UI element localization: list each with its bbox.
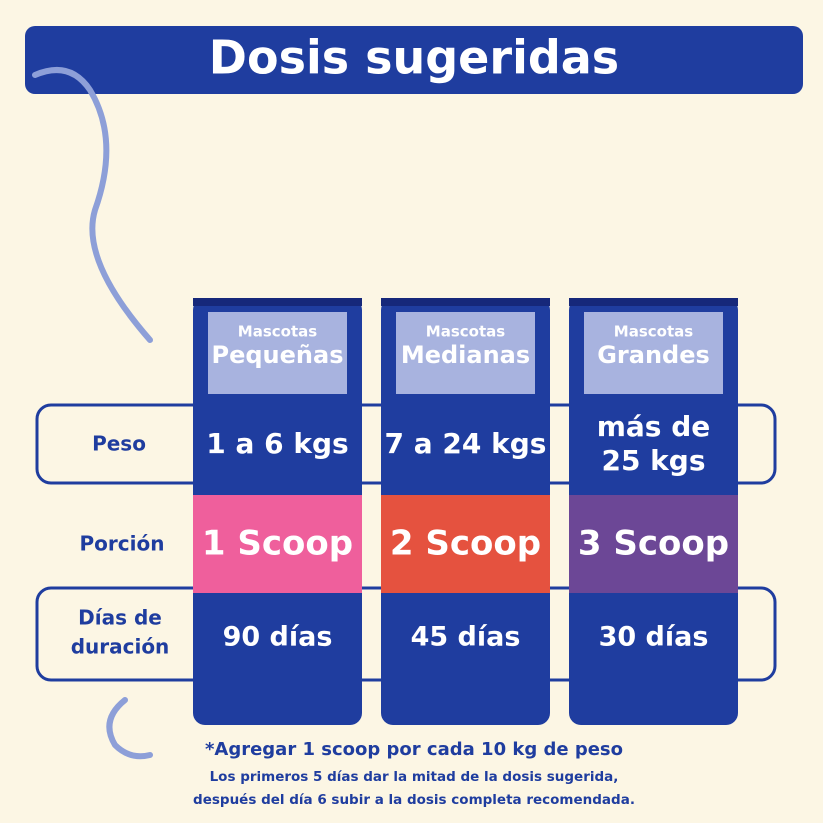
header-big: Pequeñas — [212, 341, 344, 369]
dias-value: 30 días — [599, 622, 709, 653]
footer-line: Los primeros 5 días dar la mitad de la d… — [210, 769, 619, 785]
dias-value: 45 días — [411, 622, 521, 653]
column-top — [193, 298, 362, 306]
footer-note: *Agregar 1 scoop por cada 10 kg de peso — [205, 739, 623, 760]
peso-value: 7 a 24 kgs — [385, 427, 547, 460]
decor-curve — [106, 697, 153, 760]
row-label: Peso — [92, 432, 146, 456]
row-label: Días de — [78, 606, 162, 630]
porcion-value: 1 Scoop — [202, 524, 353, 564]
column-header — [208, 312, 347, 394]
header-big: Grandes — [597, 341, 710, 369]
header-small: Mascotas — [238, 323, 317, 341]
porcion-cell — [193, 495, 362, 593]
column-header — [584, 312, 723, 394]
peso-value: más de — [597, 410, 711, 443]
row-label: duración — [71, 635, 170, 659]
decor-curve — [32, 67, 153, 343]
porcion-value: 2 Scoop — [390, 524, 541, 564]
peso-value: 1 a 6 kgs — [206, 427, 348, 460]
header-small: Mascotas — [426, 323, 505, 341]
header-big: Medianas — [401, 341, 530, 369]
column-top — [381, 298, 550, 306]
column-top — [569, 298, 738, 306]
header-small: Mascotas — [614, 323, 693, 341]
porcion-cell — [381, 495, 550, 593]
porcion-cell — [569, 495, 738, 593]
porcion-value: 3 Scoop — [578, 524, 729, 564]
row-label: Porción — [80, 532, 165, 556]
dias-value: 90 días — [223, 622, 333, 653]
title-banner — [25, 26, 803, 94]
footer-line: después del día 6 subir a la dosis compl… — [193, 792, 635, 808]
title: Dosis sugeridas — [209, 31, 619, 85]
peso-value: 25 kgs — [601, 444, 705, 477]
column-header — [396, 312, 535, 394]
